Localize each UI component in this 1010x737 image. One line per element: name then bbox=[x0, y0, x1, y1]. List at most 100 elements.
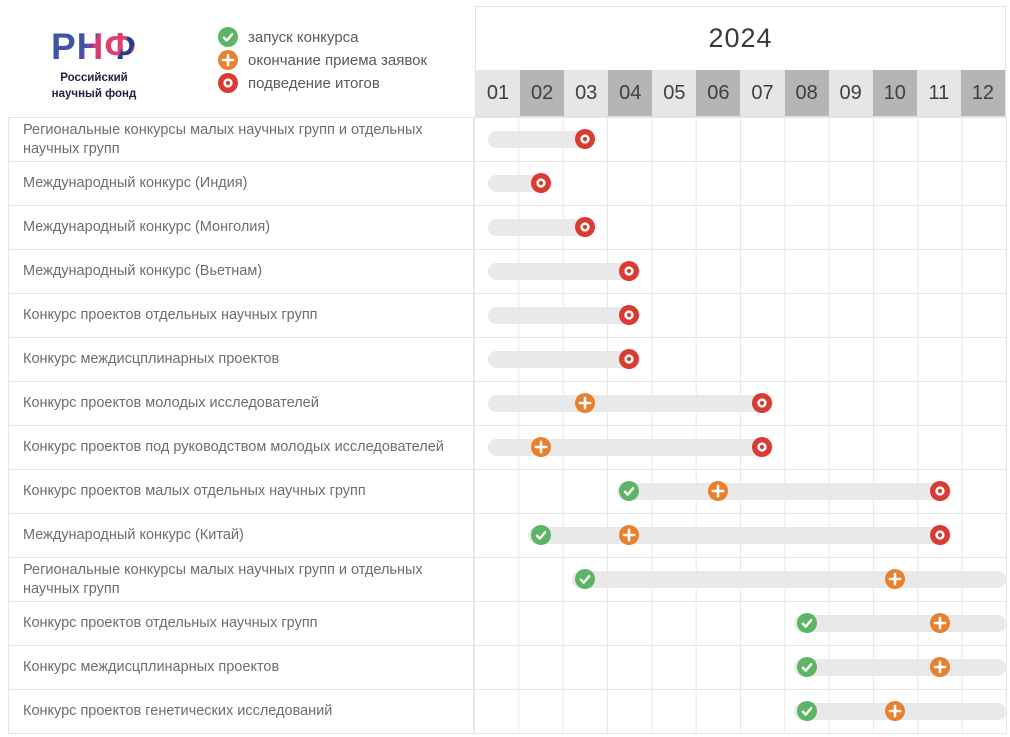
competition-label: Международный конкурс (Монголия) bbox=[9, 206, 474, 249]
month-cell: 08 bbox=[784, 70, 829, 116]
month-cell: 01 bbox=[476, 70, 521, 116]
competition-row: Конкурс междисцплинарных проектов bbox=[9, 646, 1007, 690]
timeline-bar bbox=[488, 307, 641, 324]
logo-letter: Р bbox=[50, 26, 77, 67]
results-icon bbox=[619, 305, 640, 325]
timeline-bar bbox=[488, 219, 595, 236]
competition-timeline bbox=[474, 470, 1007, 513]
month-cell: 10 bbox=[872, 70, 917, 116]
competition-label: Международный конкурс (Китай) bbox=[9, 514, 474, 557]
results-icon bbox=[218, 73, 238, 93]
deadline-icon bbox=[218, 50, 238, 70]
competition-label: Конкурс междисцплинарных проектов bbox=[9, 646, 474, 689]
competition-timeline bbox=[474, 602, 1007, 645]
logo-letter: Ф bbox=[104, 26, 137, 67]
legend-label: подведение итогов bbox=[248, 74, 380, 92]
timeline-bar bbox=[616, 483, 951, 500]
deadline-icon bbox=[619, 525, 640, 545]
rnf-logo-mark: РНФ bbox=[36, 28, 152, 65]
start-icon bbox=[530, 525, 551, 545]
org-name-line2: научный фонд bbox=[51, 87, 137, 100]
deadline-icon bbox=[929, 657, 950, 677]
start-icon bbox=[796, 701, 817, 721]
timeline-bar bbox=[488, 131, 595, 148]
competition-timeline bbox=[474, 558, 1007, 601]
competition-label: Конкурс междисцплинарных проектов bbox=[9, 338, 474, 381]
start-icon bbox=[796, 613, 817, 633]
competition-timeline bbox=[474, 690, 1007, 733]
competition-timeline bbox=[474, 118, 1007, 161]
org-name: Российский научный фонд bbox=[36, 71, 152, 102]
results-icon bbox=[929, 525, 950, 545]
competition-row: Конкурс проектов отдельных научных групп bbox=[9, 294, 1007, 338]
month-cell: 09 bbox=[828, 70, 873, 116]
month-cell: 07 bbox=[740, 70, 785, 116]
competition-row: Региональные конкурсы малых научных груп… bbox=[9, 118, 1007, 162]
rnf-logo: РНФ Российский научный фонд bbox=[36, 28, 152, 102]
results-icon bbox=[619, 261, 640, 281]
month-cell: 03 bbox=[564, 70, 609, 116]
year-label: 2024 bbox=[708, 23, 773, 53]
timeline-bar bbox=[794, 615, 1006, 632]
month-cell: 06 bbox=[696, 70, 741, 116]
deadline-icon bbox=[530, 437, 551, 457]
timeline-bar bbox=[488, 351, 641, 368]
competition-timeline bbox=[474, 162, 1007, 205]
timeline-bar bbox=[488, 263, 641, 280]
deadline-icon bbox=[929, 613, 950, 633]
competition-row: Международный конкурс (Монголия) bbox=[9, 206, 1007, 250]
competition-label: Региональные конкурсы малых научных груп… bbox=[9, 118, 474, 161]
competition-label: Конкурс проектов отдельных научных групп bbox=[9, 602, 474, 645]
competition-row: Конкурс междисцплинарных проектов bbox=[9, 338, 1007, 382]
month-cell: 02 bbox=[520, 70, 565, 116]
start-icon bbox=[796, 657, 817, 677]
competition-timeline bbox=[474, 250, 1007, 293]
competition-label: Международный конкурс (Вьетнам) bbox=[9, 250, 474, 293]
competition-label: Конкурс проектов отдельных научных групп bbox=[9, 294, 474, 337]
competition-row: Международный конкурс (Китай) bbox=[9, 514, 1007, 558]
timeline-bar bbox=[488, 395, 774, 412]
competition-label: Конкурс проектов молодых исследователей bbox=[9, 382, 474, 425]
deadline-icon bbox=[885, 569, 906, 589]
timeline-bar bbox=[528, 527, 951, 544]
months-row: 01 02 03 04 05 06 07 08 09 10 11 12 bbox=[476, 70, 1005, 116]
results-icon bbox=[752, 437, 773, 457]
competition-timeline bbox=[474, 338, 1007, 381]
legend-item-start: запуск конкурса bbox=[218, 27, 427, 47]
month-cell: 12 bbox=[960, 70, 1005, 116]
competition-label: Конкурс проектов малых отдельных научных… bbox=[9, 470, 474, 513]
competition-label: Конкурс проектов генетических исследован… bbox=[9, 690, 474, 733]
legend-label: запуск конкурса bbox=[248, 28, 359, 46]
legend-item-results: подведение итогов bbox=[218, 73, 427, 93]
competition-label: Региональные конкурсы малых научных груп… bbox=[9, 558, 474, 601]
competition-row: Конкурс проектов генетических исследован… bbox=[9, 690, 1007, 734]
results-icon bbox=[752, 393, 773, 413]
competition-timeline bbox=[474, 382, 1007, 425]
legend-item-deadline: окончание приема заявок bbox=[218, 50, 427, 70]
competition-timeline bbox=[474, 294, 1007, 337]
results-icon bbox=[530, 173, 551, 193]
month-cell: 11 bbox=[916, 70, 961, 116]
results-icon bbox=[619, 349, 640, 369]
timeline-bar bbox=[488, 439, 774, 456]
competition-timeline bbox=[474, 646, 1007, 689]
year-header: 2024 01 02 03 04 05 06 07 08 09 10 11 12 bbox=[475, 6, 1006, 117]
deadline-icon bbox=[885, 701, 906, 721]
legend: запуск конкурса окончание приема заявок по… bbox=[218, 27, 427, 96]
timeline-bar bbox=[794, 659, 1006, 676]
competition-label: Конкурс проектов под руководством молоды… bbox=[9, 426, 474, 469]
gantt-table: Региональные конкурсы малых научных груп… bbox=[8, 117, 1007, 734]
start-icon bbox=[218, 27, 238, 47]
competition-row: Международный конкурс (Индия) bbox=[9, 162, 1007, 206]
competition-timeline bbox=[474, 514, 1007, 557]
competition-row: Конкурс проектов отдельных научных групп bbox=[9, 602, 1007, 646]
competition-row: Конкурс проектов малых отдельных научных… bbox=[9, 470, 1007, 514]
start-icon bbox=[619, 481, 640, 501]
month-cell: 05 bbox=[652, 70, 697, 116]
org-name-line1: Российский bbox=[60, 72, 128, 84]
deadline-icon bbox=[707, 481, 728, 501]
competition-label: Международный конкурс (Индия) bbox=[9, 162, 474, 205]
month-cell: 04 bbox=[608, 70, 653, 116]
competition-row: Международный конкурс (Вьетнам) bbox=[9, 250, 1007, 294]
